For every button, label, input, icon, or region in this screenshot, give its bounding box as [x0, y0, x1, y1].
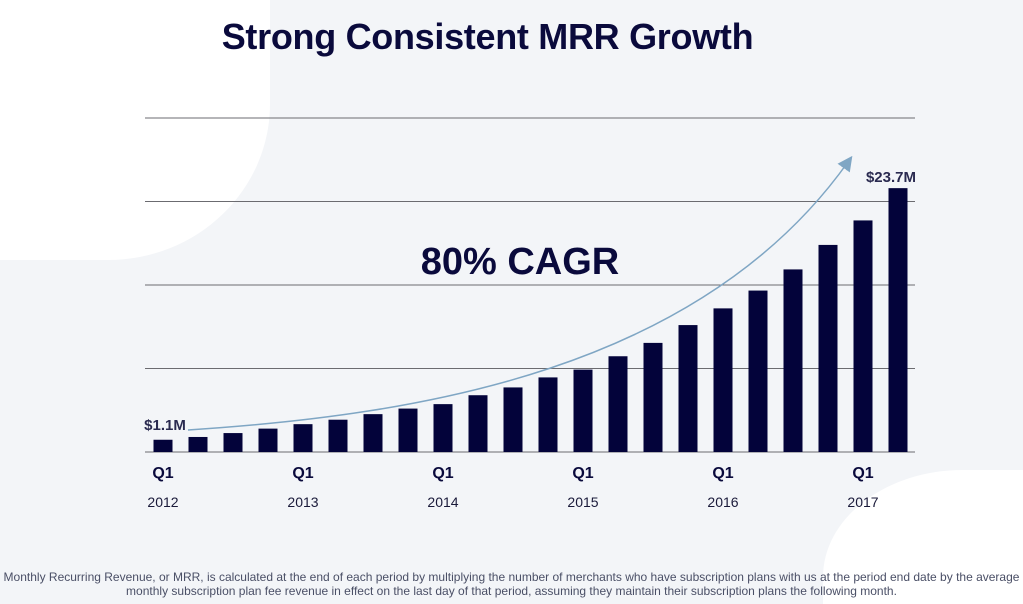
bar: [748, 290, 768, 452]
bar: [153, 439, 173, 452]
bar: [468, 395, 488, 452]
bar: [328, 419, 348, 452]
bar: [363, 414, 383, 452]
tick-label-quarter: Q1: [432, 465, 453, 482]
bar: [188, 436, 208, 452]
bar: [853, 220, 873, 452]
tick-label-year: 2012: [147, 494, 178, 510]
bar: [398, 408, 418, 452]
tick-label-year: 2015: [567, 494, 598, 510]
bar: [678, 325, 698, 452]
tick-label-year: 2017: [847, 494, 878, 510]
data-label: $1.1M: [144, 417, 186, 434]
tick-label-year: 2013: [287, 494, 318, 510]
tick-label-quarter: Q1: [152, 465, 173, 482]
bar: [713, 308, 733, 452]
bar: [573, 369, 593, 452]
bar: [538, 377, 558, 452]
tick-label-year: 2014: [427, 494, 458, 510]
tick-label-quarter: Q1: [292, 465, 313, 482]
bar: [888, 188, 908, 452]
bar: [608, 356, 628, 452]
bar: [503, 387, 523, 452]
bar: [293, 424, 313, 452]
growth-arrow: [187, 155, 853, 431]
bar: [783, 269, 803, 452]
cagr-annotation: 80% CAGR: [421, 241, 620, 283]
tick-label-quarter: Q1: [572, 465, 593, 482]
bar: [258, 428, 278, 452]
tick-label-quarter: Q1: [712, 465, 733, 482]
bar: [223, 433, 243, 452]
tick-label-quarter: Q1: [852, 465, 873, 482]
tick-label-year: 2016: [707, 494, 738, 510]
footnote: Monthly Recurring Revenue, or MRR, is ca…: [3, 570, 1020, 598]
bar: [643, 342, 663, 452]
bar: [433, 404, 453, 452]
page-title: Strong Consistent MRR Growth: [221, 16, 754, 57]
mrr-bar-chart: Q1 2012 Q1 2013 Q1 2014 Q1 2015 Q1 2016 Q1 2017 80% …: [144, 117, 916, 510]
data-label: $23.7M: [866, 169, 916, 186]
bar: [818, 244, 838, 452]
